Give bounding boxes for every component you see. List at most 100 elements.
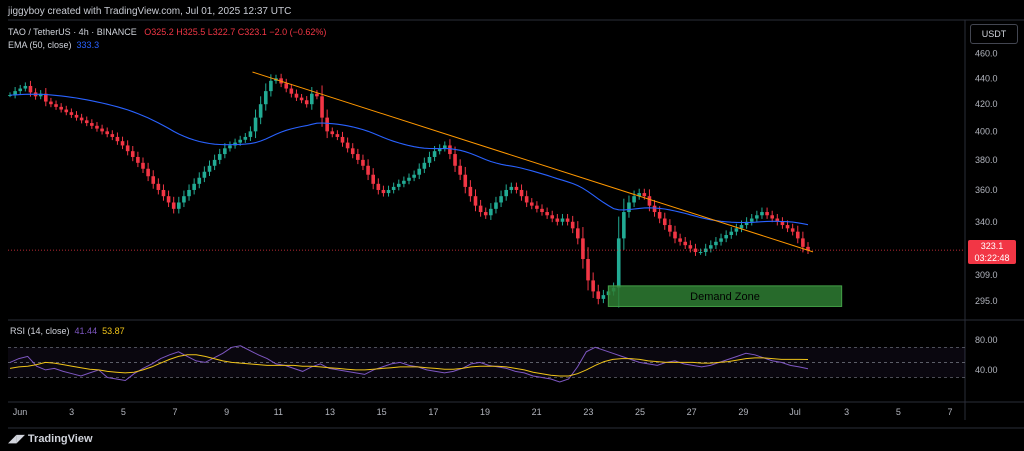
attribution-text: jiggyboy created with TradingView.com, J… [8,6,292,17]
candle-body [453,154,457,166]
candle-body [151,176,156,184]
candle-body [622,212,626,239]
candle-body [49,101,53,105]
candle-body [381,189,386,194]
candle-body [402,180,406,184]
candle-body [386,189,391,194]
candles-group [8,73,810,308]
candle-body [233,142,237,146]
time-tick-label: 29 [738,407,748,417]
candle-body [79,117,84,121]
candle-body [197,177,202,184]
candle-body [361,159,365,166]
candle-body [683,241,688,246]
candle-body [673,231,677,239]
candle-body [396,183,401,187]
price-tick-label: 360.0 [975,185,998,195]
candle-body [95,125,99,129]
candle-body [412,174,416,178]
candle-body [177,202,181,209]
candle-body [84,120,89,124]
candle-body [627,202,631,213]
candle-body [601,295,606,299]
candle-body [192,183,196,190]
candle-body [765,212,769,216]
candle-body [540,208,544,213]
candle-body [632,196,636,203]
candle-body [28,85,33,93]
rsi-label: RSI (14, close) [10,326,70,336]
candle-body [391,186,396,190]
candle-body [376,183,381,190]
candle-body [616,238,621,288]
candle-body [289,88,294,94]
rsi-tick-label: 80.00 [975,335,998,345]
time-tick-label: 15 [377,407,387,417]
candle-body [494,202,498,209]
candle-body [489,208,493,216]
time-tick-label: 23 [583,407,593,417]
candle-body [166,196,171,203]
time-tick-label: Jun [13,407,28,417]
rsi-ma-value: 53.87 [102,326,125,336]
candle-body [596,291,601,299]
candle-body [463,174,468,187]
rsi-line [9,345,809,383]
candle-body [545,212,549,216]
time-tick-label: 19 [480,407,490,417]
time-tick-label: 7 [172,407,177,417]
candle-body [136,156,140,163]
candle-body [760,212,764,216]
candle-body [473,196,478,206]
candle-body [238,139,242,143]
candle-body [146,168,150,177]
candle-body [478,205,483,213]
candle-body [688,245,693,249]
rsi-legend[interactable]: RSI (14, close) 41.44 53.87 [10,326,125,336]
candle-body [662,218,667,226]
time-tick-label: 5 [896,407,901,417]
candle-body [38,93,43,97]
time-tick-label: 3 [844,407,849,417]
candle-body [437,148,442,152]
candle-body [448,145,452,155]
candle-body [744,221,749,226]
candle-body [54,104,58,107]
symbol-legend[interactable]: TAO / TetherUS · 4h · BINANCE O325.2 H32… [8,27,326,37]
candle-body [770,215,774,219]
candle-body [432,151,437,157]
candle-body [269,80,273,92]
time-tick-label: 9 [224,407,229,417]
candle-body [509,186,514,190]
time-tick-label: 27 [687,407,697,417]
candle-body [524,196,529,203]
time-tick-label: 13 [325,407,335,417]
ema-legend[interactable]: EMA (50, close) 333.3 [8,40,99,50]
candle-body [125,145,130,152]
last-price-tag: 323.1 03:22:48 [968,240,1016,264]
candle-body [576,228,580,239]
tradingview-logo[interactable]: ◢◤ TradingView [8,432,93,445]
candle-body [110,134,115,137]
candle-body [13,91,17,96]
candle-body [202,171,207,178]
ema-value: 333.3 [76,40,100,50]
candle-body [258,104,263,118]
time-tick-label: 3 [69,407,74,417]
currency-button[interactable]: USDT [970,24,1018,44]
candle-body [519,189,524,197]
candle-body [23,85,28,89]
candle-body [709,245,713,249]
candle-body [581,238,585,259]
ema-line [9,93,809,226]
candle-body [156,183,161,190]
time-tick-label: 21 [532,407,542,417]
candle-body [657,212,662,219]
candle-body [44,93,48,102]
candle-body [565,218,570,222]
candle-body [422,162,427,169]
candle-body [187,189,191,197]
candle-body [417,168,422,175]
ema-label: EMA (50, close) [8,40,72,50]
